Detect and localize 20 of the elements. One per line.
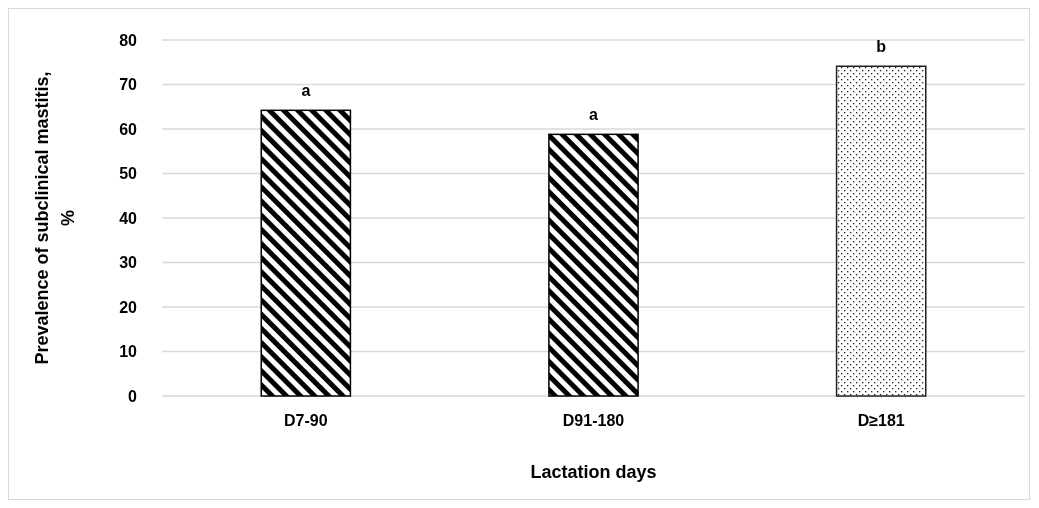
x-tick-label: D7-90 — [284, 412, 328, 429]
y-tick-label: 20 — [119, 298, 138, 316]
y-tick-label: 70 — [119, 76, 138, 94]
y-tick-label: 0 — [128, 387, 138, 405]
y-axis-title: Prevalence of subclinical mastitis, % — [32, 71, 78, 365]
y-tick-label: 50 — [119, 165, 138, 183]
y-tick-label: 60 — [119, 120, 138, 138]
y-tick-label: 80 — [119, 31, 138, 49]
y-tick-label: 30 — [119, 254, 138, 272]
annotation: b — [876, 38, 887, 56]
x-tick-label: D91-180 — [562, 412, 625, 429]
x-tick-label: D≥181 — [857, 412, 905, 429]
bar — [260, 109, 352, 397]
annotation: a — [589, 106, 599, 124]
y-tick-label: 40 — [119, 209, 138, 227]
bar — [835, 65, 927, 397]
x-axis-title: Lactation days — [530, 462, 657, 482]
y-tick-label: 10 — [119, 343, 138, 361]
annotation: a — [301, 82, 311, 100]
bar — [548, 133, 639, 397]
